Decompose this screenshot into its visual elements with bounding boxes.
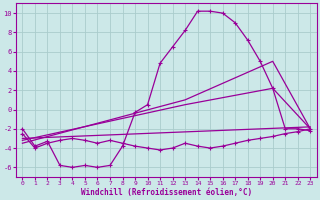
X-axis label: Windchill (Refroidissement éolien,°C): Windchill (Refroidissement éolien,°C) (81, 188, 252, 197)
